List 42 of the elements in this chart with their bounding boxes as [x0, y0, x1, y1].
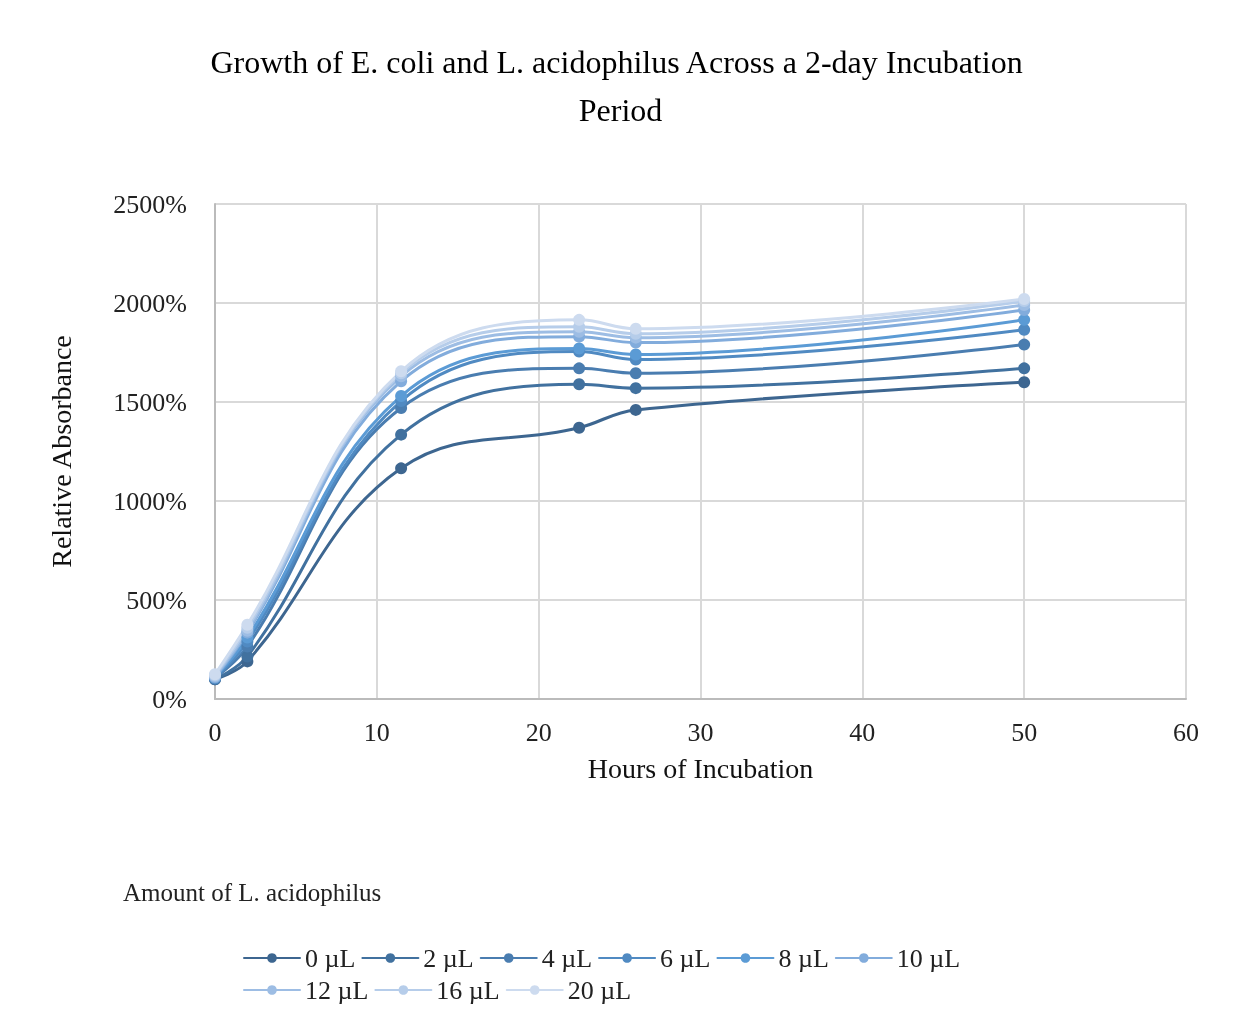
- y-tick-label: 1500%: [113, 387, 187, 417]
- legend-label: 4 µL: [541, 943, 593, 973]
- point: [1018, 338, 1031, 351]
- point: [395, 390, 408, 403]
- point: [629, 403, 642, 416]
- y-tick-label: 1000%: [113, 486, 187, 516]
- legend-label: 6 µL: [660, 943, 711, 973]
- point: [629, 382, 642, 395]
- legend-label: 12 µL: [305, 975, 369, 1005]
- point: [629, 367, 642, 380]
- point: [1018, 323, 1031, 336]
- point: [1018, 362, 1031, 375]
- legend-label: 0 µL: [305, 943, 356, 973]
- y-tick-label: 2500%: [113, 189, 187, 219]
- x-tick-label: 10: [363, 717, 390, 747]
- x-tick-label: 50: [1011, 717, 1038, 747]
- point: [395, 462, 408, 475]
- x-tick-label: 60: [1173, 717, 1199, 747]
- legend-label: 16 µL: [436, 975, 500, 1005]
- point: [573, 378, 586, 391]
- y-tick-label: 2000%: [113, 288, 187, 318]
- legend-label: 10 µL: [896, 943, 961, 973]
- point: [1018, 376, 1031, 389]
- y-tick-label: 500%: [126, 585, 187, 615]
- legend-label: 20 µL: [567, 975, 632, 1005]
- legend-label: 2 µL: [423, 943, 474, 973]
- x-tick-label: 30: [687, 717, 714, 747]
- y-tick-label: 0%: [152, 684, 187, 714]
- point: [629, 348, 642, 361]
- point: [573, 362, 586, 375]
- x-tick-label: 40: [849, 717, 876, 747]
- legend-label: 8 µL: [778, 943, 829, 973]
- x-axis-title: Hours of Incubation: [587, 752, 814, 784]
- point: [395, 428, 408, 441]
- x-tick-label: 0: [208, 717, 222, 747]
- legend-title: Amount of L. acidophilus: [123, 879, 382, 906]
- x-tick-label: 20: [525, 717, 552, 747]
- point: [573, 421, 586, 434]
- y-axis-title: Relative Absorbance: [45, 335, 77, 568]
- point: [573, 313, 586, 326]
- chart-title: Growth of E. coli and L. acidophilus Across a 2-day Incubation Period: [210, 44, 1031, 128]
- point: [629, 322, 642, 335]
